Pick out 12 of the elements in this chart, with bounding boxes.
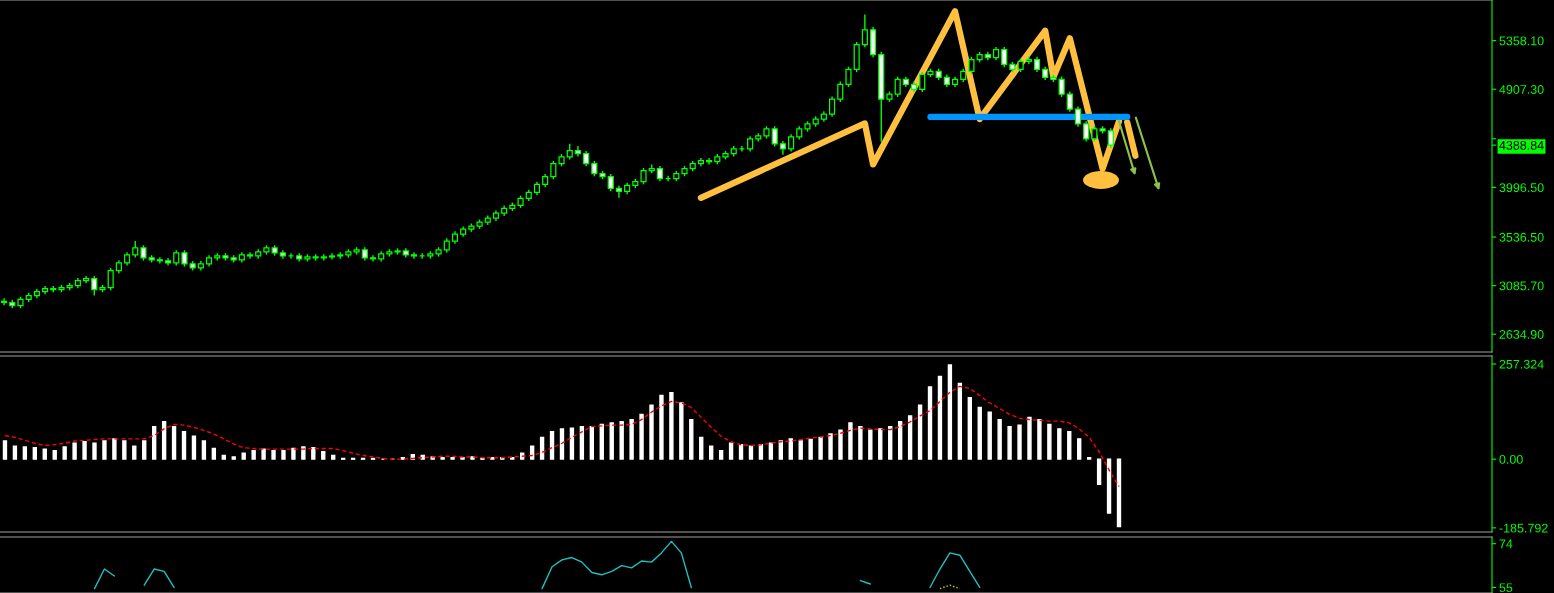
y-tick-label: 3536.50 [1499,232,1544,242]
y-tick-label: 3996.50 [1499,183,1544,193]
y-tick-label: 2634.90 [1499,330,1544,339]
y-tick-label: 5358.10 [1499,36,1544,46]
y-tick-label: 4907.30 [1499,85,1544,94]
y-tick-label: -185.792 [1499,523,1548,533]
y-tick-label: 55 [1499,583,1513,593]
y-tick-label: 3085.70 [1499,281,1544,291]
y-tick-label: 74 [1499,539,1513,549]
y-tick-label: 4388.84 [1499,140,1544,150]
y-tick-label: 257.324 [1499,359,1544,369]
y-tick-label: 0.00 [1499,454,1523,464]
